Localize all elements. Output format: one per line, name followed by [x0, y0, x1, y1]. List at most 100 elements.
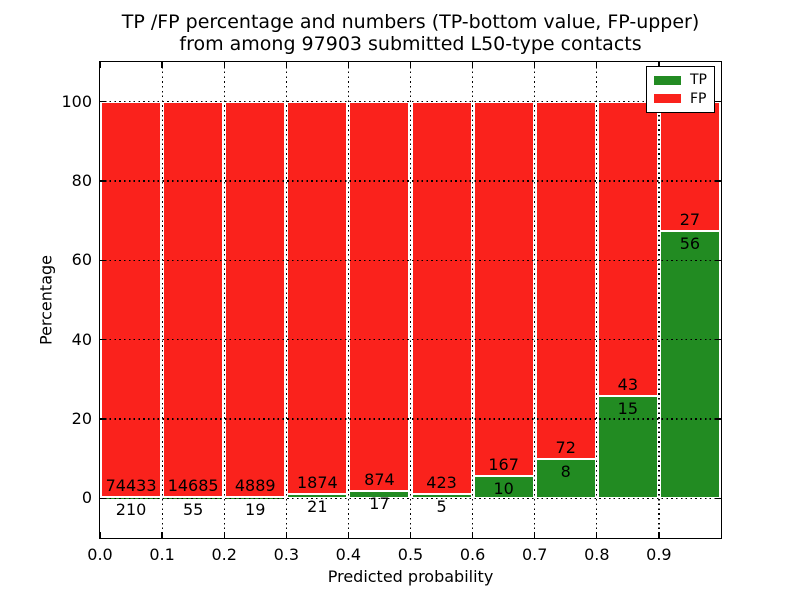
legend: TP FP — [646, 66, 715, 113]
bar-segment-tp — [660, 231, 719, 498]
bar-segment-tp — [598, 396, 657, 498]
bar-segment-tp — [474, 476, 533, 498]
bar-segment-fp — [102, 103, 161, 497]
legend-label: TP — [690, 72, 707, 89]
x-tickmark-top — [161, 62, 163, 68]
x-gridline — [596, 62, 598, 538]
fp-count-label: 74433 — [105, 476, 157, 496]
x-tick-label: 0.8 — [584, 545, 610, 564]
y-tickmark-left — [100, 338, 106, 341]
bar-segment-fp — [474, 103, 533, 475]
x-tickmark-top — [285, 62, 287, 68]
x-tick-label: 0.9 — [646, 545, 672, 564]
tp-count-label: 56 — [679, 233, 701, 253]
x-tickmark-bottom — [534, 532, 536, 538]
tp-count-label: 19 — [245, 499, 266, 519]
x-tickmark-top — [409, 62, 412, 68]
y-tickmark-right — [715, 100, 721, 103]
y-tickmark-right — [715, 497, 721, 500]
tp-count-label: 21 — [307, 496, 328, 516]
x-tick-label: 0.7 — [521, 545, 548, 564]
x-gridline — [223, 62, 225, 538]
x-tick-label: 0.3 — [273, 545, 300, 564]
tp-count-label: 55 — [182, 499, 204, 519]
bar-segment-fp — [660, 103, 719, 230]
tp-count-label: 8 — [560, 461, 571, 481]
x-tickmark-top — [223, 62, 225, 68]
bar-segment-tp — [536, 459, 595, 498]
x-gridline — [161, 62, 163, 538]
tp-count-label: 15 — [617, 398, 639, 418]
y-tick-label: 20 — [71, 409, 92, 428]
tp-count-label: 210 — [115, 500, 147, 520]
bar-segment-fp — [288, 103, 347, 493]
x-axis-label: Predicted probability — [327, 567, 494, 586]
x-tickmark-bottom — [409, 532, 412, 538]
y-tick-label: 100 — [61, 91, 92, 111]
x-tickmark-bottom — [471, 532, 474, 538]
x-gridline — [409, 62, 412, 538]
x-tick-label: 0.6 — [459, 545, 486, 564]
y-tickmark-left — [100, 259, 106, 262]
fp-count-label: 43 — [617, 374, 639, 394]
legend-item-fp: FP — [647, 92, 714, 106]
bar-segment-fp — [598, 103, 657, 395]
x-tickmark-bottom — [347, 532, 350, 538]
fp-count-label: 1874 — [296, 472, 338, 492]
x-tickmark-bottom — [658, 532, 660, 538]
bar-segment-fp — [350, 103, 409, 490]
y-tick-label: 80 — [71, 171, 92, 190]
bar-segment-fp — [164, 103, 223, 496]
y-tick-label: 0 — [81, 488, 92, 508]
legend-label: FP — [690, 90, 707, 107]
x-gridline — [658, 62, 660, 538]
y-tickmark-left — [100, 497, 106, 500]
x-gridline — [534, 62, 536, 538]
y-tickmark-right — [715, 418, 721, 420]
x-gridline — [347, 62, 350, 538]
legend-swatch-tp — [654, 75, 681, 85]
bar-segment-fp — [412, 103, 471, 493]
fp-count-label: 4889 — [234, 475, 276, 495]
fp-count-label: 27 — [679, 209, 701, 229]
bar-segment-fp — [226, 103, 285, 496]
y-tickmark-right — [715, 259, 721, 262]
x-tickmark-top — [471, 62, 474, 68]
legend-swatch-fp — [654, 94, 681, 104]
y-tickmark-left — [100, 180, 106, 182]
y-tickmark-right — [715, 180, 721, 182]
chart-title-line1: TP /FP percentage and numbers (TP-bottom… — [121, 11, 700, 33]
x-tickmark-bottom — [596, 532, 598, 538]
chart-title-line2: from among 97903 submitted L50-type cont… — [179, 33, 642, 55]
fp-count-label: 423 — [426, 472, 457, 492]
x-gridline — [285, 62, 287, 538]
y-tick-label: 40 — [71, 329, 92, 349]
fp-count-label: 874 — [364, 469, 395, 489]
fp-count-label: 14685 — [167, 475, 219, 495]
bar-segment-fp — [536, 103, 595, 458]
fp-count-label: 72 — [555, 437, 576, 457]
y-tick-label: 60 — [71, 250, 92, 270]
bar-segment-tp — [288, 494, 347, 498]
x-tickmark-top — [347, 62, 350, 68]
y-tickmark-right — [715, 338, 721, 341]
x-tick-label: 0.2 — [211, 545, 237, 564]
x-tickmark-top — [534, 62, 536, 68]
x-tick-label: 0.0 — [87, 545, 113, 564]
x-tickmark-bottom — [223, 532, 225, 538]
x-tick-label: 0.5 — [397, 545, 424, 564]
x-tickmark-top — [596, 62, 598, 68]
x-tickmark-bottom — [285, 532, 287, 538]
x-tick-label: 0.1 — [149, 545, 175, 564]
tp-count-label: 5 — [436, 496, 447, 516]
legend-item-tp: TP — [647, 73, 714, 87]
bar-segment-tp — [350, 491, 409, 498]
fp-count-label: 167 — [488, 454, 519, 474]
y-tickmark-left — [100, 418, 106, 420]
x-tickmark-top — [99, 62, 101, 68]
x-tickmark-bottom — [99, 532, 101, 538]
x-gridline — [472, 62, 474, 538]
chart-title: TP /FP percentage and numbers (TP-bottom… — [100, 11, 721, 55]
y-tickmark-left — [100, 100, 106, 103]
